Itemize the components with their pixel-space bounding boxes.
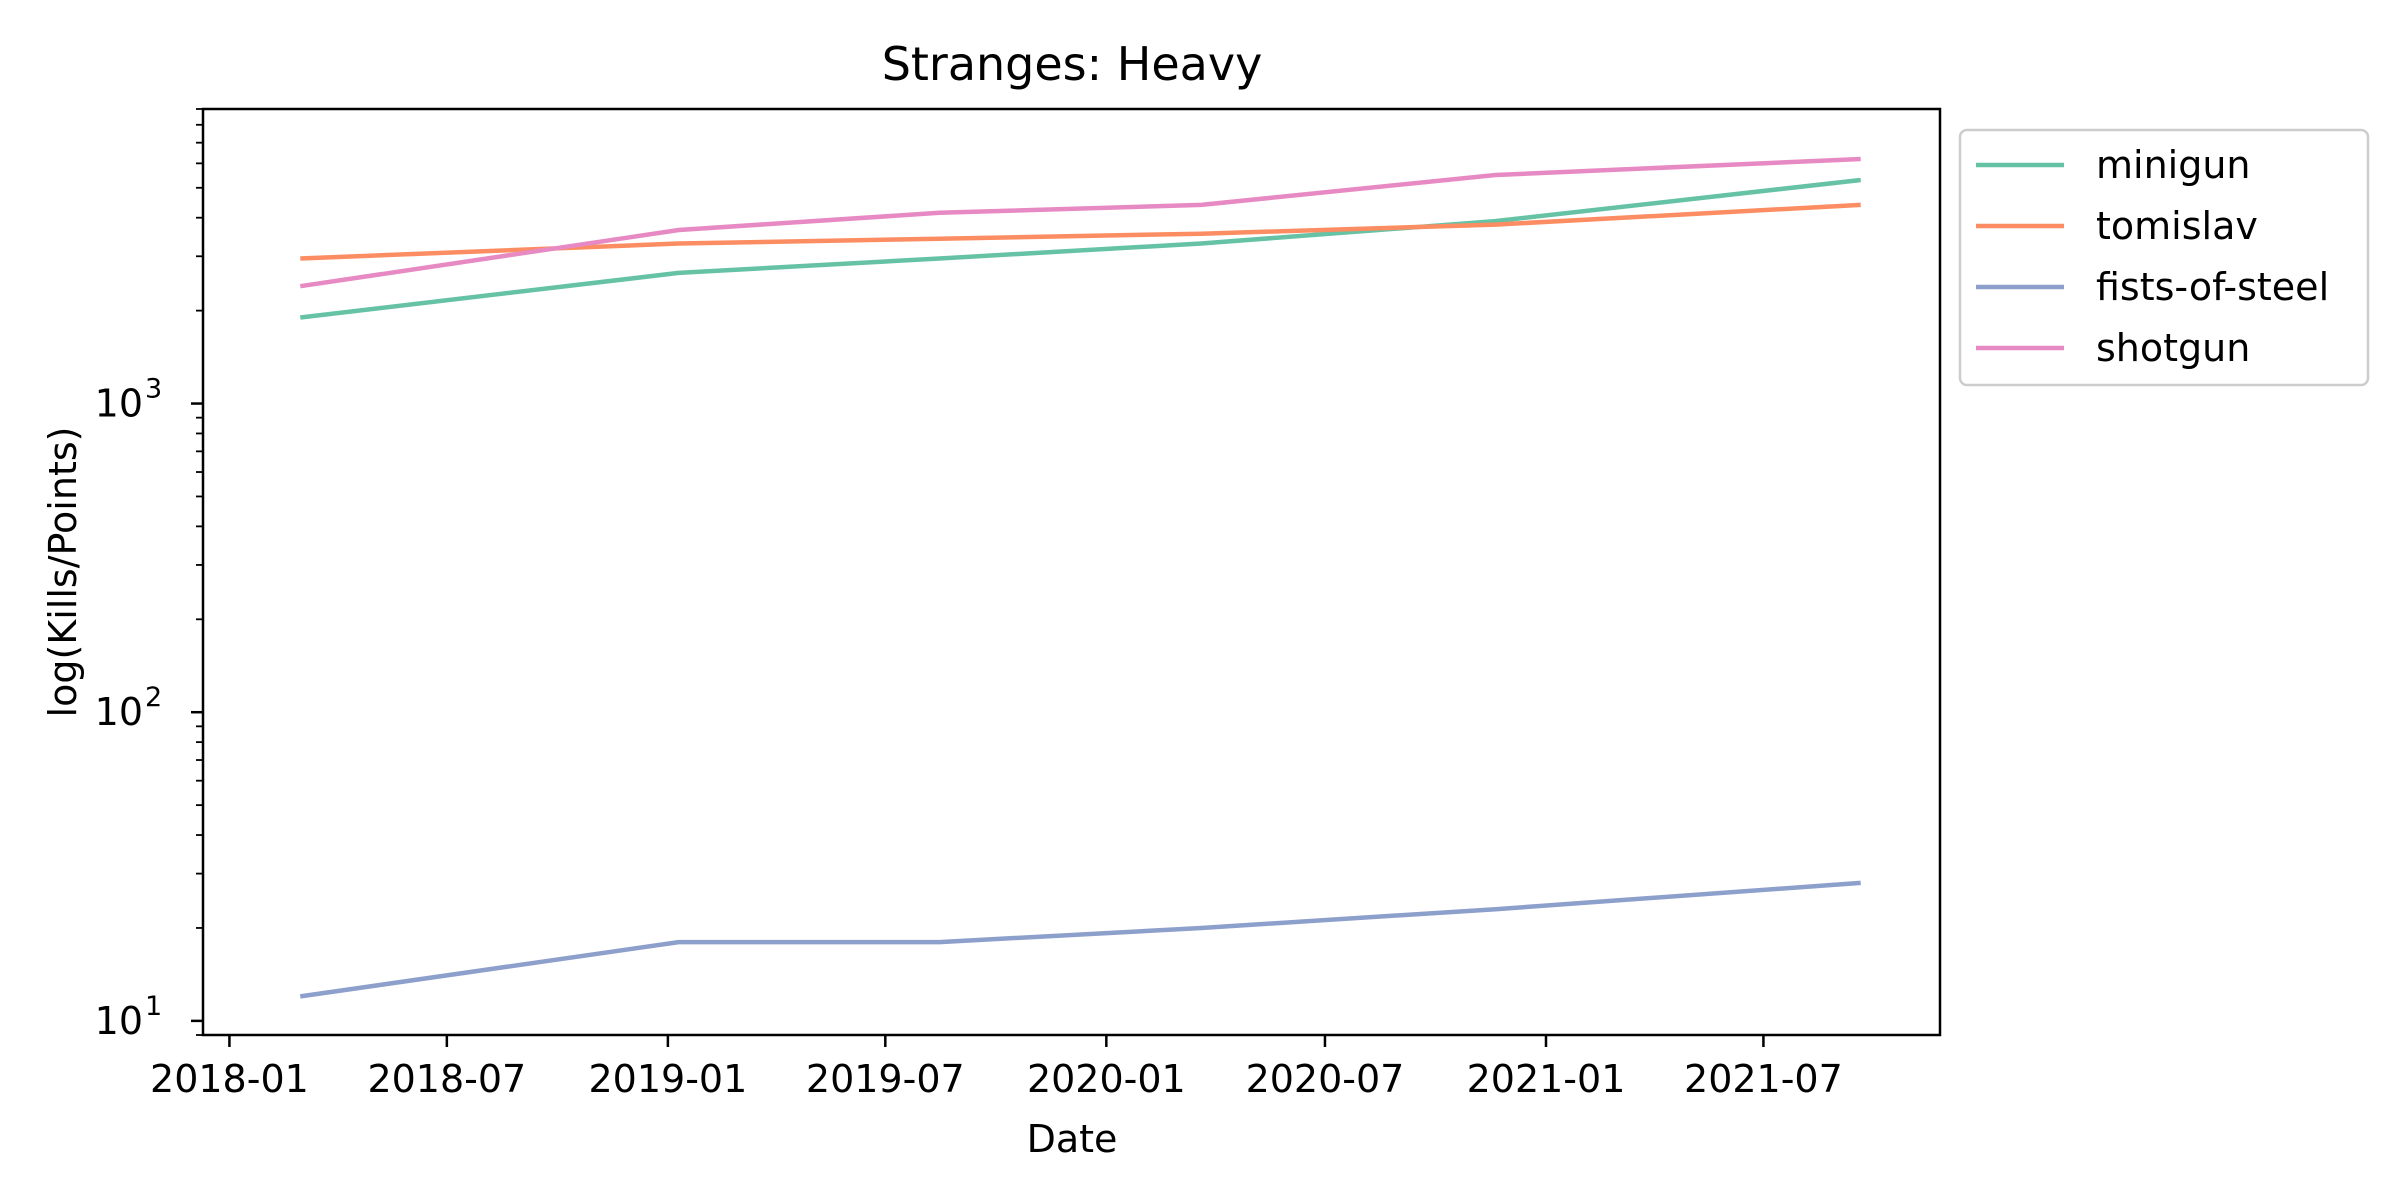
x-axis: 2018-01 2018-07 2019-01 2019-07 2020-01 2020-… (150, 1035, 1843, 1101)
legend-label-minigun: minigun (2096, 143, 2251, 187)
x-tick-label: 2020-01 (1027, 1057, 1186, 1101)
x-axis-label: Date (1027, 1117, 1118, 1161)
series-line-tomislav (300, 202, 1861, 261)
legend-label-fists-of-steel: fists-of-steel (2096, 265, 2329, 309)
series-line-minigun (300, 177, 1861, 320)
x-tick-label: 2021-01 (1467, 1057, 1626, 1101)
legend-label-shotgun: shotgun (2096, 326, 2250, 370)
chart-title: Stranges: Heavy (882, 37, 1263, 91)
y-tick-exponent: 3 (145, 374, 162, 405)
y-tick-exponent: 1 (145, 991, 162, 1022)
plot-lines (299, 156, 1861, 999)
series-line-fists-of-steel (299, 880, 1861, 999)
x-tick-label: 2019-01 (588, 1057, 747, 1101)
series-line-shotgun (299, 156, 1861, 289)
x-tick-label: 2018-07 (367, 1057, 526, 1101)
legend-label-tomislav: tomislav (2096, 204, 2258, 248)
legend-frame (1958, 128, 2370, 387)
y-axis-label: log(Kills/Points) (41, 427, 85, 718)
x-tick-label: 2020-07 (1246, 1057, 1405, 1101)
legend: minigun tomislav fists-of-steel shotgun (1958, 128, 2370, 387)
y-tick-label: 10 (95, 690, 143, 734)
y-tick-exponent: 2 (145, 682, 162, 713)
x-tick-label: 2018-01 (150, 1057, 309, 1101)
y-tick-label: 10 (95, 999, 143, 1043)
y-tick-label: 10 (95, 382, 143, 426)
x-tick-label: 2019-07 (806, 1057, 965, 1101)
x-tick-label: 2021-07 (1684, 1057, 1843, 1101)
plot-frame (201, 107, 1942, 1037)
